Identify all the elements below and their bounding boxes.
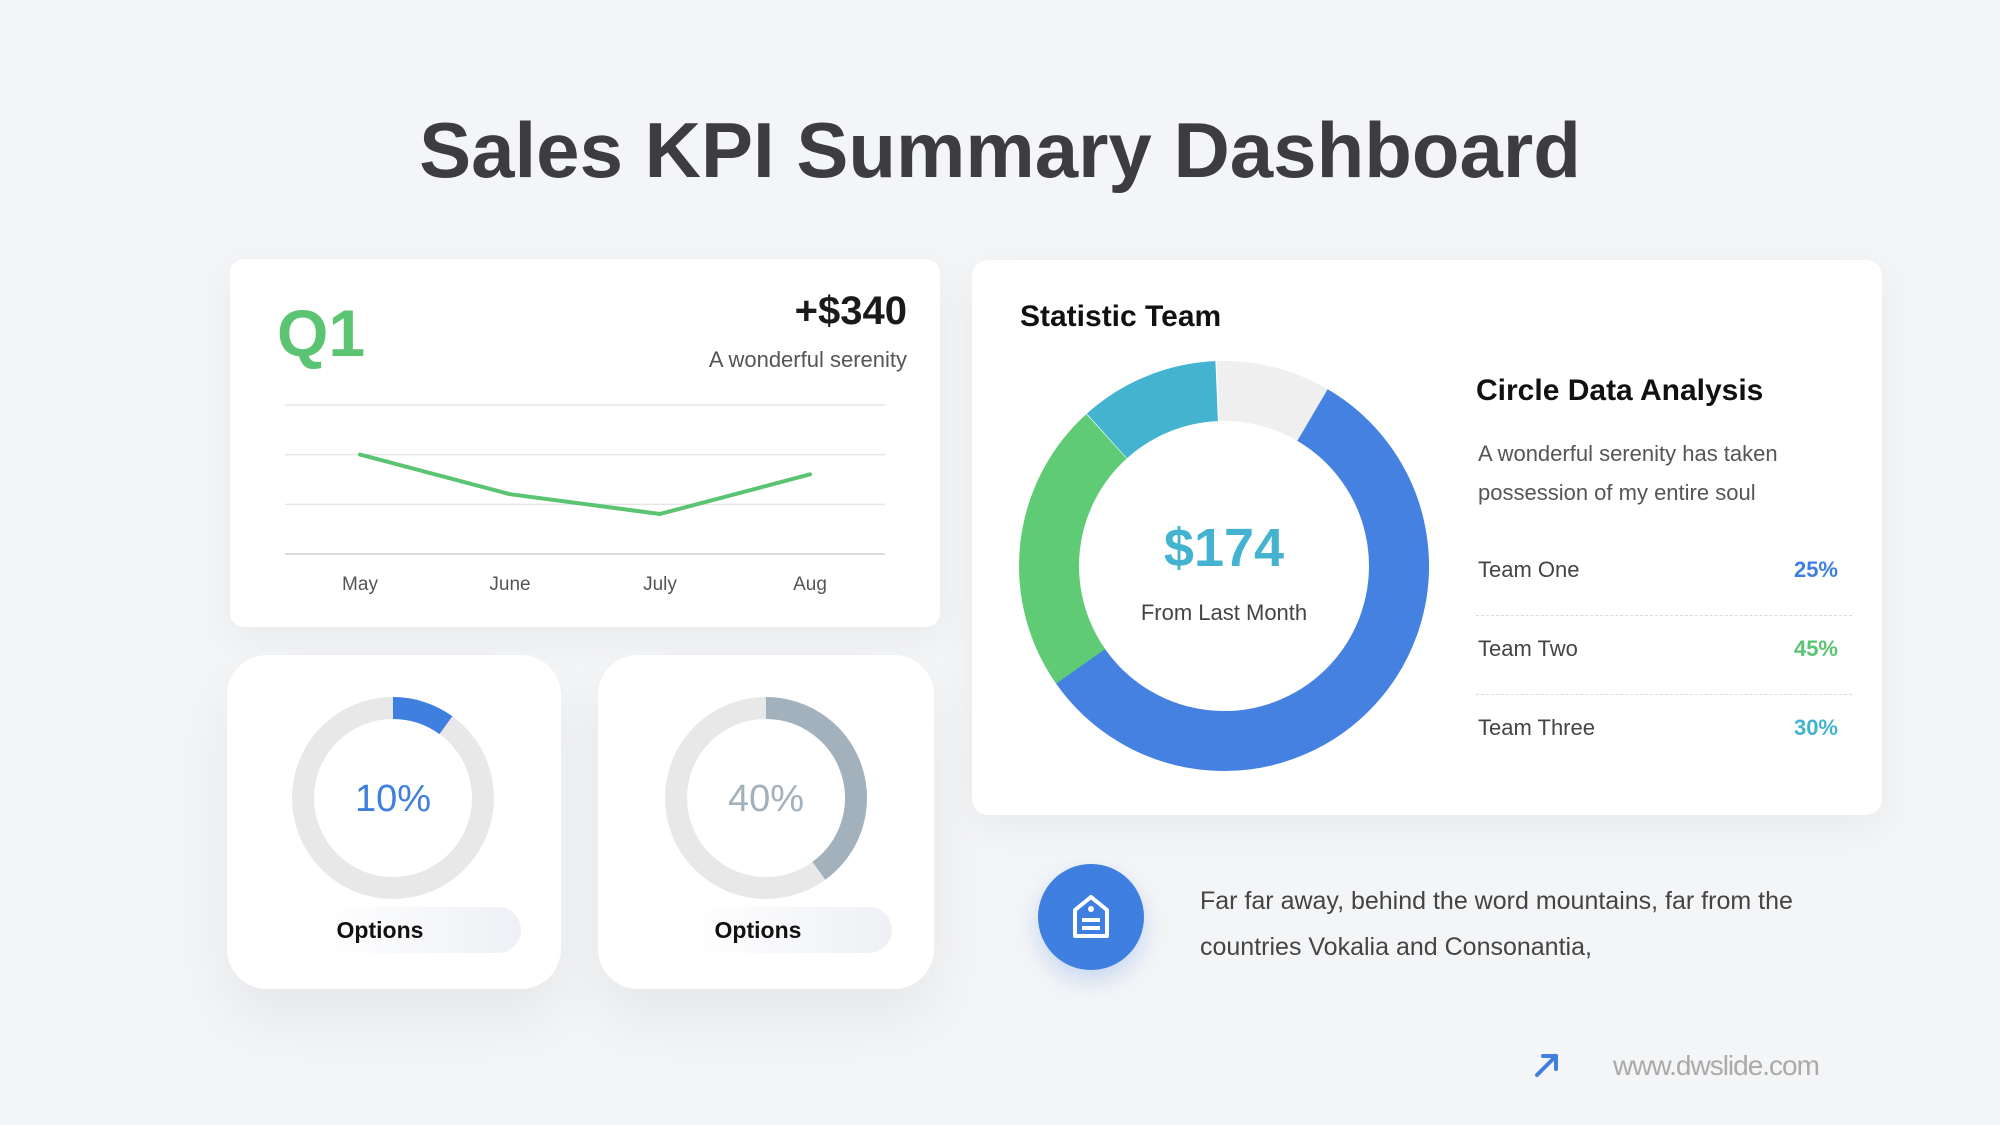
- sales-series-line: [358, 452, 812, 516]
- team-name: Team Three: [1478, 715, 1595, 740]
- gauge-2-caption: Options: [714, 917, 802, 943]
- pie-slice-green: [1019, 414, 1128, 684]
- team-row-three: Team Three 30%: [1476, 695, 1852, 773]
- team-percent: 25%: [1793, 557, 1838, 582]
- donut-center-caption: From Last Month: [1141, 600, 1307, 625]
- q1-label: Q1: [277, 296, 366, 370]
- team-row-two: Team Two 45%: [1476, 616, 1852, 695]
- x-tick-label: Aug: [793, 574, 827, 595]
- team-percent: 30%: [1793, 715, 1838, 740]
- tag-icon: [1038, 864, 1144, 970]
- gauge-card-1: 10% Options: [227, 655, 561, 989]
- gauge-value: 40%: [728, 778, 804, 820]
- team-name: Team Two: [1478, 636, 1578, 661]
- gauge-fill: [765, 697, 867, 880]
- x-tick-label: July: [643, 574, 677, 595]
- statistic-card: Statistic Team $174 From Last Month Circl…: [972, 260, 1882, 815]
- q1-line-chart: May June July Aug: [285, 404, 885, 595]
- page-title: Sales KPI Summary Dashboard: [419, 106, 1581, 194]
- team-name: Team One: [1478, 557, 1580, 582]
- gauge-1-caption: Options: [336, 917, 424, 943]
- gauge-fill: [392, 697, 453, 735]
- q1-amount: +$340: [794, 289, 907, 333]
- gauge-1-ring: 10%: [292, 697, 494, 899]
- pie-slice-gray: [1216, 361, 1328, 442]
- statistic-donut-chart: $174 From Last Month: [1019, 361, 1429, 771]
- pie-slice-blue: [1055, 388, 1429, 771]
- arrow-up-right-icon: [1535, 1054, 1558, 1077]
- analysis-title: Circle Data Analysis: [1476, 374, 1764, 407]
- q1-card: Q1 +$340 A wonderful serenity May June Jul…: [230, 259, 940, 627]
- statistic-title: Statistic Team: [1020, 300, 1222, 333]
- gauge-card-2: 40% Options: [598, 655, 934, 989]
- team-percent: 45%: [1793, 636, 1838, 661]
- gauge-value: 10%: [355, 778, 431, 820]
- x-tick-label: June: [489, 574, 530, 595]
- gauge-2-pill: [690, 907, 892, 953]
- bottom-description: Far far away, behind the word mountains,…: [1200, 887, 1793, 961]
- footer-url: www.dwslide.com: [1613, 1050, 1820, 1081]
- donut-center-value: $174: [1164, 518, 1284, 578]
- q1-subtitle: A wonderful serenity: [708, 347, 907, 372]
- pie-slice-teal: [1086, 361, 1219, 459]
- gauge-1-pill: [319, 907, 521, 953]
- x-tick-label: May: [342, 574, 378, 595]
- gauge-2-ring: 40%: [665, 697, 867, 899]
- analysis-description: A wonderful serenity has taken possessio…: [1478, 441, 1778, 505]
- team-row-one: Team One 25%: [1476, 537, 1852, 616]
